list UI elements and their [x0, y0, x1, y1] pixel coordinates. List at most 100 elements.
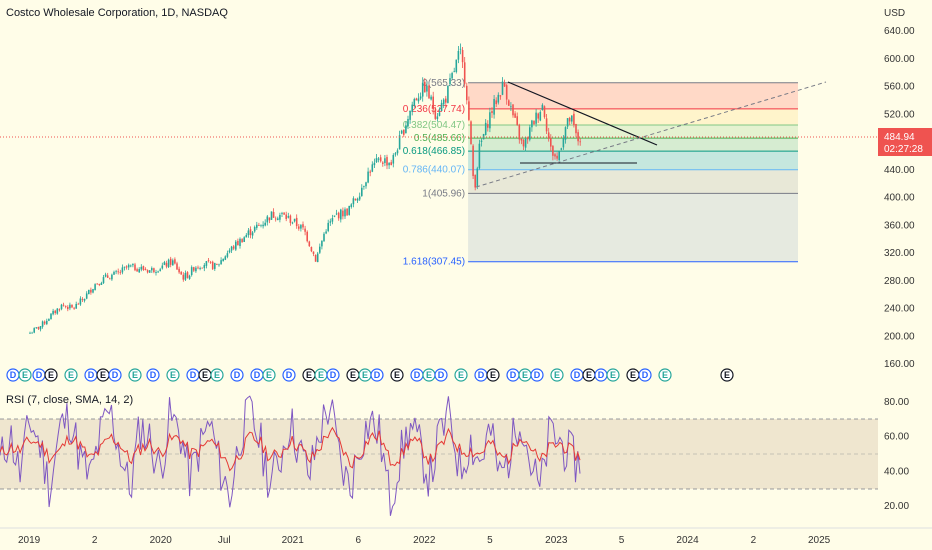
- candle-body: [270, 211, 273, 220]
- earnings-event-icon[interactable]: E: [390, 368, 404, 382]
- earnings-event-icon[interactable]: E: [18, 368, 32, 382]
- earnings-event-icon[interactable]: E: [96, 368, 110, 382]
- dividend-event-icon[interactable]: D: [32, 368, 46, 382]
- candle-body: [207, 260, 210, 262]
- fib-zone: [468, 169, 799, 194]
- earnings-event-icon[interactable]: E: [346, 368, 360, 382]
- candle-body: [146, 270, 149, 273]
- candle-body: [243, 237, 245, 242]
- price-tick-label: 520.00: [884, 109, 915, 120]
- time-tick-label: 2023: [545, 535, 568, 546]
- candle-body: [224, 256, 227, 260]
- candle-body: [566, 118, 569, 127]
- candle-body: [524, 139, 527, 148]
- candle-body: [161, 265, 164, 269]
- earnings-event-icon[interactable]: E: [518, 368, 532, 382]
- earnings-event-icon[interactable]: E: [454, 368, 468, 382]
- dividend-event-icon[interactable]: D: [230, 368, 244, 382]
- candle-body: [386, 157, 388, 166]
- candle-body: [457, 50, 460, 60]
- event-badge-circle: [720, 368, 734, 382]
- dividend-event-icon[interactable]: D: [506, 368, 520, 382]
- dividend-event-icon[interactable]: D: [410, 368, 424, 382]
- dividend-event-icon[interactable]: D: [146, 368, 160, 382]
- candle-body: [73, 307, 75, 309]
- candle-body: [228, 250, 231, 253]
- event-badge-label: E: [350, 370, 356, 380]
- earnings-event-icon[interactable]: E: [210, 368, 224, 382]
- last-price-tag: 484.94 02:27:28: [878, 128, 932, 156]
- earnings-event-icon[interactable]: E: [550, 368, 564, 382]
- candle-body: [39, 326, 42, 330]
- trendline-ascending-dashed[interactable]: [475, 81, 827, 188]
- earnings-event-icon[interactable]: E: [358, 368, 372, 382]
- earnings-event-icon[interactable]: E: [198, 368, 212, 382]
- rsi-tick-label: 40.00: [884, 466, 909, 477]
- earnings-event-icon[interactable]: E: [302, 368, 316, 382]
- fib-level-label: 0.786(440.07): [403, 165, 465, 176]
- dividend-event-icon[interactable]: D: [594, 368, 608, 382]
- dividend-event-icon[interactable]: D: [186, 368, 200, 382]
- event-badge-label: E: [662, 370, 668, 380]
- dividend-event-icon[interactable]: D: [434, 368, 448, 382]
- earnings-event-icon[interactable]: E: [166, 368, 180, 382]
- trendline-descending[interactable]: [507, 81, 658, 146]
- earnings-event-icon[interactable]: E: [582, 368, 596, 382]
- earnings-event-icon[interactable]: E: [626, 368, 640, 382]
- candle-body: [239, 238, 241, 247]
- time-axis[interactable]: 2019 2 2020 Jul 2021 6 2022 5 2023 5 2024 2 2025: [18, 535, 831, 546]
- candle-body: [132, 263, 134, 266]
- dividend-event-icon[interactable]: D: [474, 368, 488, 382]
- candle-body: [306, 231, 308, 242]
- event-badge-label: E: [48, 370, 54, 380]
- dividend-event-icon[interactable]: D: [530, 368, 544, 382]
- dividend-event-icon[interactable]: D: [326, 368, 340, 382]
- rsi-tick-label: 20.00: [884, 501, 909, 512]
- dividend-event-icon[interactable]: D: [108, 368, 122, 382]
- candle-body: [547, 132, 550, 139]
- dividend-event-icon[interactable]: D: [370, 368, 384, 382]
- event-badge-label: E: [554, 370, 560, 380]
- dividend-event-icon[interactable]: D: [6, 368, 20, 382]
- earnings-event-icon[interactable]: E: [422, 368, 436, 382]
- earnings-event-icon[interactable]: E: [262, 368, 276, 382]
- earnings-event-icon[interactable]: E: [720, 368, 734, 382]
- candle-body: [283, 212, 285, 215]
- candle-body: [461, 50, 464, 63]
- earnings-event-icon[interactable]: E: [606, 368, 620, 382]
- event-badge-label: D: [414, 370, 421, 380]
- price-tick-label: 400.00: [884, 193, 915, 204]
- candle-body: [365, 182, 367, 187]
- candle-body: [470, 121, 472, 145]
- event-badge-label: D: [190, 370, 197, 380]
- dividend-event-icon[interactable]: D: [282, 368, 296, 382]
- earnings-event-icon[interactable]: E: [44, 368, 58, 382]
- dividend-event-icon[interactable]: D: [84, 368, 98, 382]
- candle-body: [310, 246, 313, 252]
- fibonacci-retracement[interactable]: 0(565.33) 0.236(527.74) 0.382(504.47) 0.5(4…: [403, 78, 799, 268]
- earnings-event-icon[interactable]: E: [486, 368, 500, 382]
- candle-body: [489, 112, 491, 129]
- earnings-event-icon[interactable]: E: [64, 368, 78, 382]
- dividend-event-icon[interactable]: D: [638, 368, 652, 382]
- candle-body: [529, 127, 531, 140]
- candle-body: [277, 218, 279, 221]
- earnings-event-icon[interactable]: E: [128, 368, 142, 382]
- candle-body: [232, 246, 235, 249]
- candle-body: [260, 224, 262, 226]
- earnings-event-icon[interactable]: E: [314, 368, 328, 382]
- earnings-event-icon[interactable]: E: [658, 368, 672, 382]
- candle-body: [453, 71, 455, 73]
- dividend-event-icon[interactable]: D: [250, 368, 264, 382]
- trendlines[interactable]: [475, 81, 827, 188]
- rsi-tick-label: 80.00: [884, 397, 909, 408]
- candle-body: [459, 48, 462, 50]
- candle-body: [293, 218, 296, 222]
- candle-body: [571, 115, 573, 122]
- dividend-event-icon[interactable]: D: [570, 368, 584, 382]
- candle-body: [466, 85, 468, 101]
- rsi-axis[interactable]: 80.00 60.00 40.00 20.00: [884, 397, 909, 512]
- candle-body: [106, 275, 109, 278]
